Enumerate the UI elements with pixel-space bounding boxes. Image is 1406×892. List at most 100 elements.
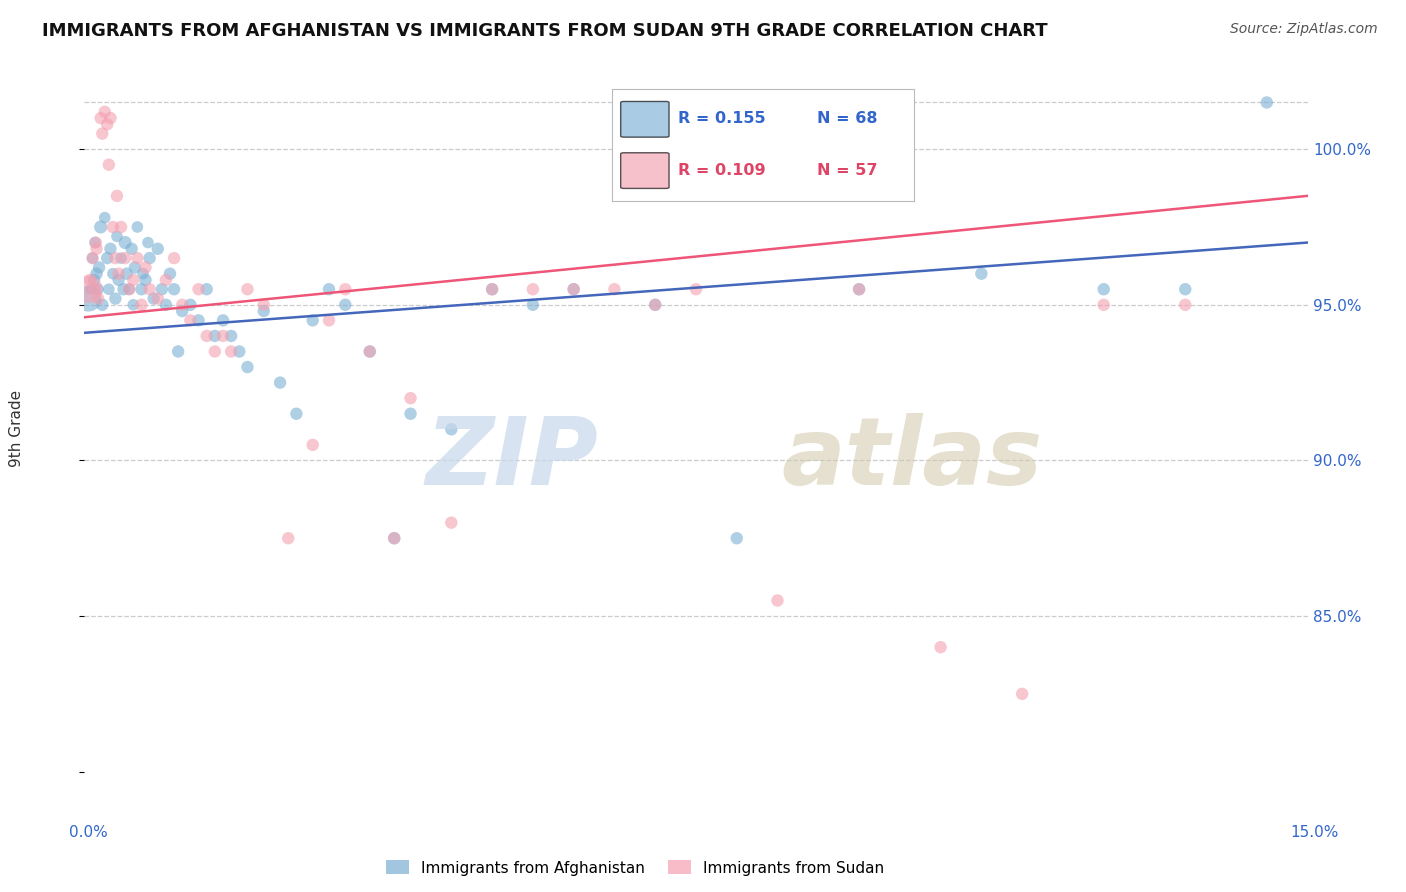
Point xyxy=(80,282,103,296)
Point xyxy=(187,282,209,296)
Point xyxy=(104,251,127,265)
Point xyxy=(114,235,136,250)
Point xyxy=(301,313,323,327)
Point xyxy=(122,298,145,312)
FancyBboxPatch shape xyxy=(620,102,669,137)
Point xyxy=(122,273,145,287)
Point xyxy=(187,313,209,327)
Point xyxy=(100,242,122,256)
Point xyxy=(90,219,112,234)
Point xyxy=(107,273,129,287)
Point xyxy=(848,282,870,296)
Point xyxy=(219,344,242,359)
Point xyxy=(848,282,870,296)
Point xyxy=(135,260,157,275)
Text: IMMIGRANTS FROM AFGHANISTAN VS IMMIGRANTS FROM SUDAN 9TH GRADE CORRELATION CHART: IMMIGRANTS FROM AFGHANISTAN VS IMMIGRANT… xyxy=(42,22,1047,40)
Point xyxy=(97,282,120,296)
Point xyxy=(382,531,405,545)
Point xyxy=(124,260,146,275)
Point xyxy=(335,282,357,296)
Point xyxy=(236,282,259,296)
Point xyxy=(135,273,157,287)
Point xyxy=(155,273,177,287)
Point xyxy=(301,438,323,452)
Point xyxy=(77,292,100,306)
Point xyxy=(77,282,100,296)
Point xyxy=(644,298,666,312)
Point xyxy=(86,242,108,256)
Text: R = 0.155: R = 0.155 xyxy=(678,112,766,127)
Point xyxy=(101,219,124,234)
Text: 9th Grade: 9th Grade xyxy=(10,390,24,467)
Point xyxy=(1092,298,1115,312)
Point xyxy=(970,267,993,281)
Point xyxy=(335,298,357,312)
Point xyxy=(146,242,169,256)
Point xyxy=(142,292,165,306)
Point xyxy=(83,282,105,296)
Text: atlas: atlas xyxy=(782,413,1043,505)
Point xyxy=(1256,95,1278,110)
Text: N = 68: N = 68 xyxy=(817,112,877,127)
Point xyxy=(277,531,299,545)
Point xyxy=(155,298,177,312)
Point xyxy=(118,282,141,296)
Point xyxy=(603,282,626,296)
Point xyxy=(138,251,160,265)
Legend: Immigrants from Afghanistan, Immigrants from Sudan: Immigrants from Afghanistan, Immigrants … xyxy=(380,855,890,881)
Point xyxy=(131,282,153,296)
Point xyxy=(91,298,114,312)
Point xyxy=(399,407,422,421)
Point xyxy=(84,235,107,250)
Point xyxy=(562,282,585,296)
Point xyxy=(82,251,104,265)
Point xyxy=(204,344,226,359)
Point xyxy=(110,219,132,234)
Point xyxy=(163,251,186,265)
Point xyxy=(253,304,276,318)
Point xyxy=(440,422,463,436)
Point xyxy=(172,304,194,318)
Point xyxy=(269,376,291,390)
Point xyxy=(138,282,160,296)
Point xyxy=(562,282,585,296)
Point xyxy=(90,111,112,125)
Point xyxy=(253,298,276,312)
Point xyxy=(382,531,405,545)
Point xyxy=(318,282,340,296)
FancyBboxPatch shape xyxy=(620,153,669,188)
Point xyxy=(685,282,707,296)
Point xyxy=(112,282,135,296)
Point xyxy=(766,593,789,607)
Point xyxy=(481,282,503,296)
Point xyxy=(136,235,159,250)
Point xyxy=(204,329,226,343)
Point xyxy=(644,298,666,312)
Point xyxy=(219,329,242,343)
Point xyxy=(131,298,153,312)
Point xyxy=(115,267,138,281)
Point xyxy=(87,282,110,296)
Point xyxy=(179,298,201,312)
Point xyxy=(105,229,128,244)
Point xyxy=(101,267,124,281)
Point xyxy=(87,260,110,275)
Point xyxy=(93,104,117,119)
Point xyxy=(96,251,118,265)
Point xyxy=(399,391,422,405)
Point xyxy=(127,251,149,265)
Point xyxy=(522,298,544,312)
Point xyxy=(110,251,132,265)
Point xyxy=(114,251,136,265)
Point xyxy=(359,344,381,359)
Point xyxy=(86,267,108,281)
Point xyxy=(318,313,340,327)
Point xyxy=(83,273,105,287)
Text: R = 0.109: R = 0.109 xyxy=(678,163,766,178)
Point xyxy=(359,344,381,359)
Point xyxy=(82,251,104,265)
Point xyxy=(212,313,235,327)
Point xyxy=(172,298,194,312)
Point xyxy=(159,267,181,281)
Point xyxy=(285,407,308,421)
